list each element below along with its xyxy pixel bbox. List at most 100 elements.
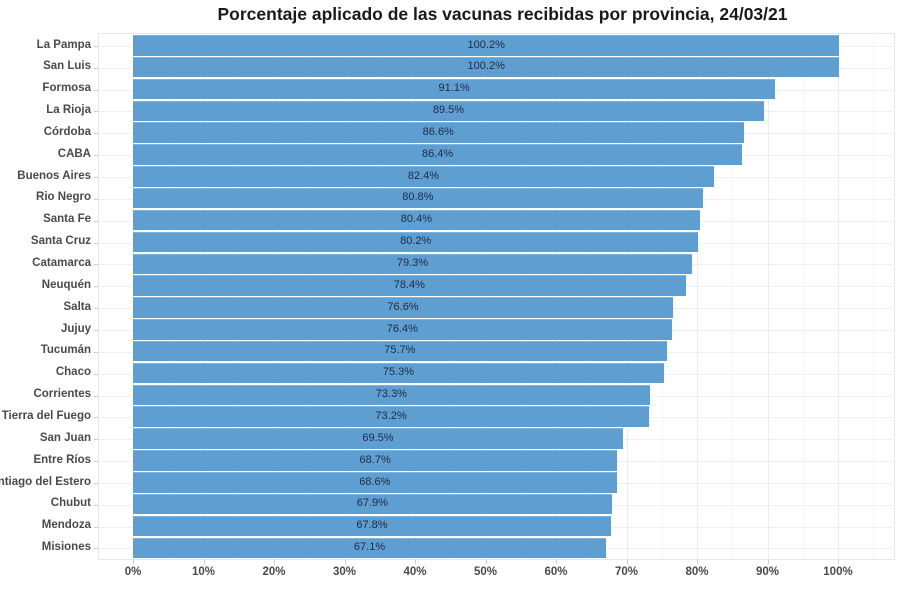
gridline-vertical [661, 33, 663, 560]
bar [133, 209, 700, 231]
bar [133, 450, 618, 471]
y-tick-mark [94, 308, 98, 310]
gridline-vertical [626, 33, 628, 560]
y-tick-label: San Juan [39, 431, 91, 444]
y-tick-label: Corrientes [33, 388, 91, 401]
bar-value-label: 80.8% [402, 191, 434, 204]
gridline-vertical [274, 33, 275, 560]
x-tick-mark [556, 560, 557, 564]
y-tick-label: Córdoba [43, 125, 91, 138]
bar [133, 275, 686, 296]
x-tick-mark [274, 560, 275, 564]
bar-value-label: 82.4% [407, 169, 440, 182]
bar-value-label: 100.2% [467, 60, 505, 73]
gridline-vertical [379, 33, 381, 560]
y-tick-label: CABA [57, 147, 91, 160]
y-tick-mark [94, 439, 98, 441]
y-tick-label: Santiago del Estero [0, 475, 91, 488]
y-tick-label: Catamarca [32, 257, 91, 269]
bar-value-label: 69.5% [362, 431, 394, 444]
bar [133, 253, 693, 274]
y-tick-mark [94, 395, 98, 397]
gridline-vertical [767, 33, 769, 560]
y-tick-label: Santa Cruz [30, 235, 91, 248]
bar [133, 384, 650, 406]
x-tick-label: 100% [823, 566, 853, 578]
bar [133, 472, 617, 493]
bar-value-label: 86.4% [421, 147, 454, 160]
gridline-vertical [203, 33, 205, 560]
y-tick-mark [94, 177, 98, 179]
y-tick-label: Tucumán [40, 344, 91, 357]
gridline-vertical [838, 33, 839, 560]
gridline-vertical [450, 33, 452, 560]
y-tick-label: Mendoza [41, 519, 91, 532]
y-tick-label: Santa Fe [43, 213, 91, 226]
gridline-vertical [556, 33, 557, 560]
x-tick-label: 30% [332, 566, 357, 578]
y-tick-mark [94, 45, 98, 47]
x-tick-label: 90% [755, 566, 780, 578]
gridline-vertical [802, 33, 804, 560]
bar [133, 297, 674, 318]
y-tick-label: Tierra del Fuego [1, 409, 91, 422]
bar [133, 144, 743, 165]
y-tick-mark [94, 482, 98, 484]
bar [133, 493, 612, 515]
bar-value-label: 89.5% [432, 104, 465, 117]
x-tick-mark [485, 560, 487, 564]
y-tick-label: Entre Ríos [33, 453, 91, 466]
gridline-vertical [168, 33, 170, 560]
x-tick-mark [203, 560, 205, 564]
bar [133, 56, 840, 78]
x-tick-label: 60% [544, 566, 568, 578]
bar-value-label: 67.9% [356, 497, 388, 510]
bar-value-label: 73.2% [375, 409, 407, 422]
y-tick-label: Rio Negro [36, 191, 91, 204]
x-tick-mark [697, 560, 698, 564]
bar [133, 428, 623, 449]
bar-value-label: 86.6% [422, 125, 454, 138]
y-tick-label: Misiones [41, 541, 91, 554]
bar [133, 340, 667, 362]
bar [133, 537, 607, 559]
bar-value-label: 75.3% [382, 366, 415, 379]
y-tick-mark [94, 329, 98, 331]
bar [133, 187, 703, 209]
gridline-vertical [697, 33, 698, 560]
gridline-vertical [133, 33, 134, 560]
x-tick-mark [767, 560, 769, 564]
y-tick-mark [94, 220, 98, 222]
gridline-vertical [485, 33, 487, 560]
x-tick-mark [344, 560, 346, 564]
bar [133, 35, 840, 56]
bar-value-label: 79.3% [396, 257, 429, 269]
bar [133, 319, 672, 340]
y-tick-mark [94, 504, 98, 506]
bar-value-label: 100.2% [467, 38, 505, 51]
y-tick-label: Buenos Aires [17, 169, 91, 182]
y-tick-label: Chubut [50, 497, 91, 510]
x-tick-mark [626, 560, 628, 564]
y-tick-label: Chaco [55, 366, 91, 379]
x-tick-label: 20% [262, 566, 286, 578]
gridline-vertical [415, 33, 416, 560]
x-tick-mark [133, 560, 134, 564]
y-tick-mark [94, 417, 98, 419]
bar-value-label: 80.4% [400, 213, 433, 226]
y-tick-mark [94, 89, 98, 91]
gridline-vertical [520, 33, 522, 560]
bar-value-label: 80.2% [400, 235, 432, 248]
y-tick-label: San Luis [43, 60, 91, 73]
x-tick-label: 40% [403, 566, 427, 578]
x-tick-label: 10% [191, 566, 216, 578]
bar-value-label: 78.4% [393, 278, 425, 291]
bar [133, 100, 764, 122]
y-tick-mark [94, 286, 98, 288]
y-tick-mark [94, 351, 98, 353]
bar-value-label: 91.1% [438, 82, 470, 95]
y-tick-mark [94, 548, 98, 550]
y-tick-mark [94, 133, 98, 135]
y-tick-mark [94, 155, 98, 157]
bar [133, 166, 714, 187]
